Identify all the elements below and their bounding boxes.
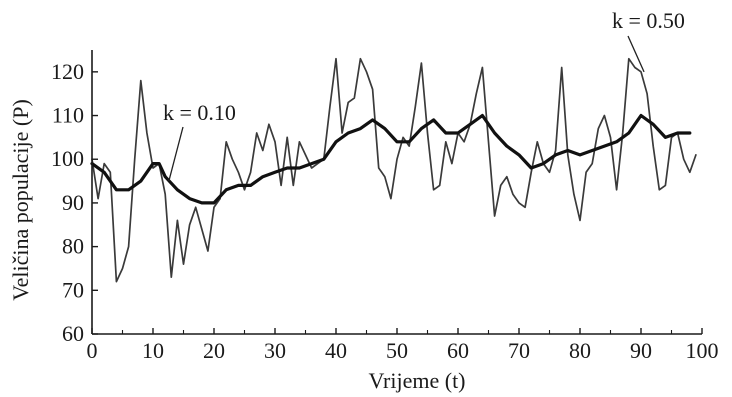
y-axis-label: Veličina populacije (P) <box>8 99 33 301</box>
y-tick-label: 60 <box>62 321 84 346</box>
y-tick-label: 100 <box>51 146 84 171</box>
labels-layer: Vrijeme (t) Veličina populacije (P) <box>8 99 466 393</box>
x-tick-label: 0 <box>87 338 98 363</box>
x-tick-label: 40 <box>325 338 347 363</box>
ticks-layer: 0 10 20 30 40 50 60 70 80 90 100 60 70 80 90 100 110 120 <box>51 59 719 363</box>
series-line-k-0-10 <box>90 113 692 205</box>
annotation-k-0-50: k = 0.50 <box>612 8 685 33</box>
annotation-k-0-10: k = 0.10 <box>163 100 236 125</box>
annotation-leader-line <box>168 126 184 182</box>
x-tick-label: 100 <box>686 338 719 363</box>
y-tick-label: 70 <box>62 277 84 302</box>
x-tick-label: 20 <box>203 338 225 363</box>
y-tick-label: 90 <box>62 190 84 215</box>
x-axis-label: Vrijeme (t) <box>368 368 465 393</box>
annotation-layer: k = 0.50 k = 0.10 <box>163 8 685 182</box>
x-tick-label: 10 <box>142 338 164 363</box>
x-tick-label: 90 <box>630 338 652 363</box>
series-layer <box>90 57 697 283</box>
series-line-k-0-50 <box>91 57 697 283</box>
x-tick-label: 50 <box>386 338 408 363</box>
x-tick-label: 80 <box>569 338 591 363</box>
annotation-leader-line <box>627 35 645 73</box>
y-tick-label: 110 <box>52 103 84 128</box>
y-tick-label: 120 <box>51 59 84 84</box>
axes-layer <box>91 50 702 335</box>
x-tick-label: 70 <box>508 338 530 363</box>
y-tick-label: 80 <box>62 234 84 259</box>
x-tick-label: 60 <box>447 338 469 363</box>
x-tick-label: 30 <box>264 338 286 363</box>
